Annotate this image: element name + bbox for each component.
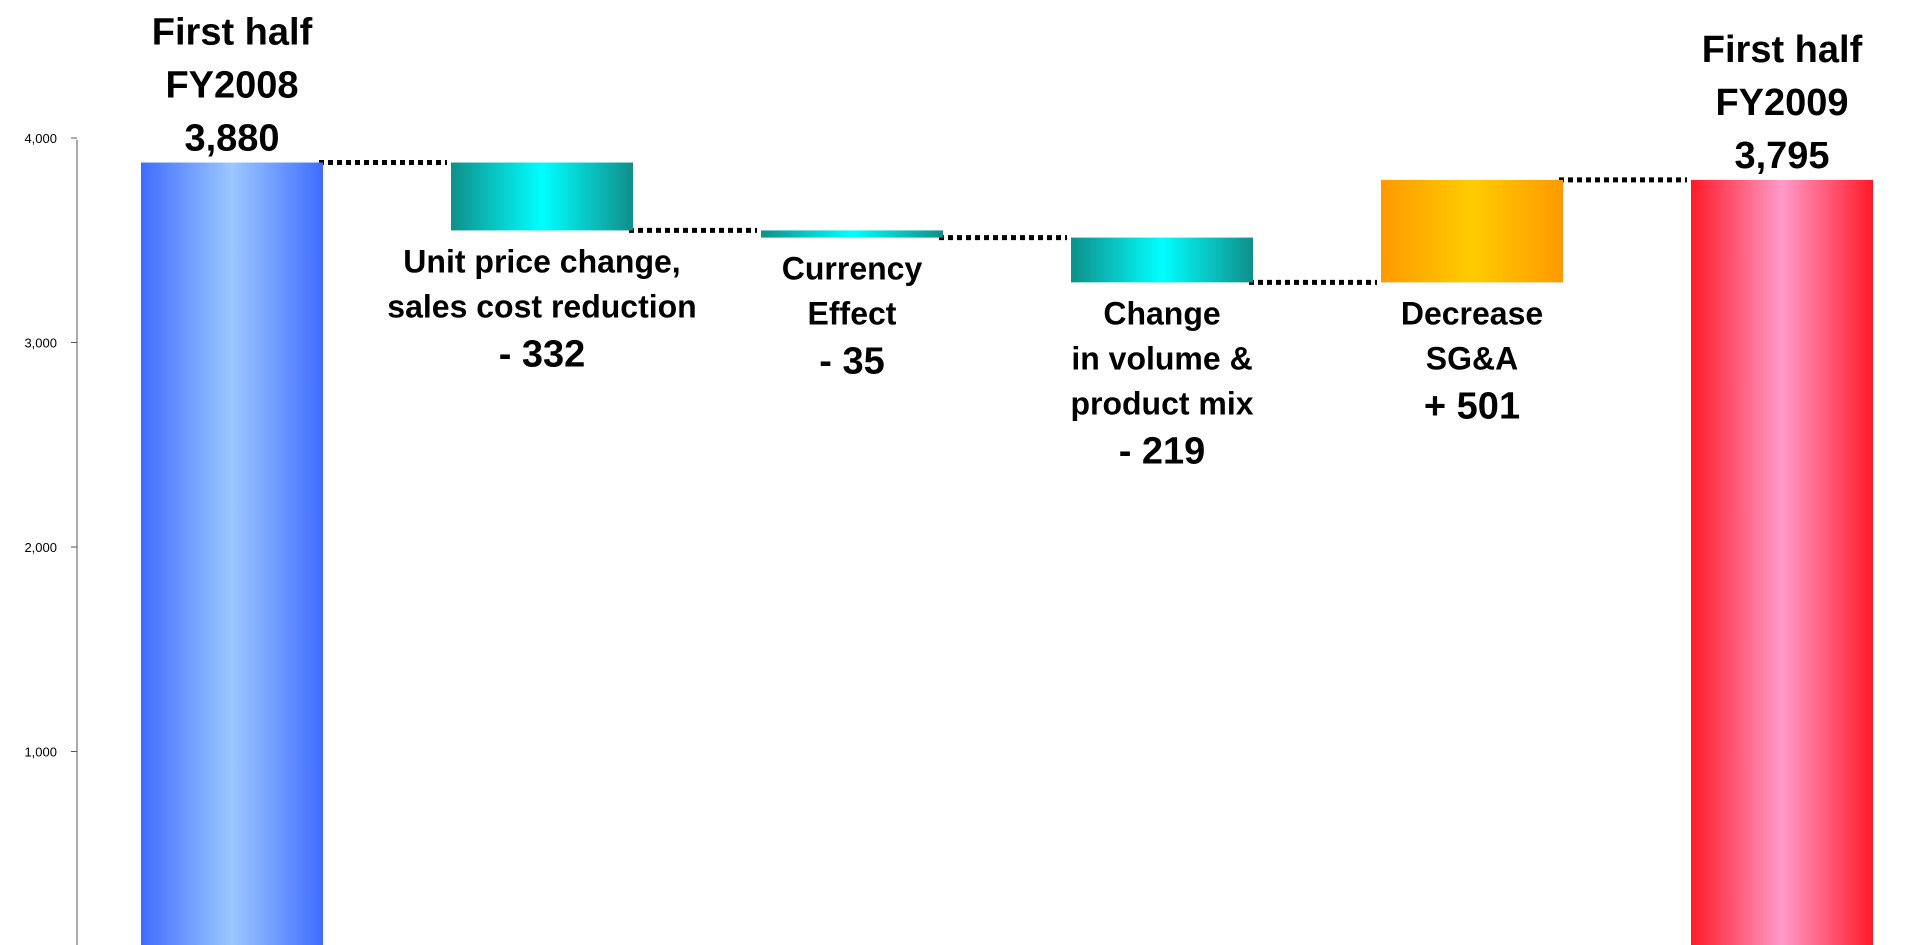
change-bar bbox=[451, 162, 633, 231]
total-bar bbox=[1691, 179, 1873, 945]
step-label-line: in volume & bbox=[1071, 340, 1252, 376]
change-bar bbox=[761, 230, 943, 238]
step-value: + 501 bbox=[1424, 385, 1520, 427]
y-tick-label: 2,000 bbox=[24, 540, 57, 555]
step-value: - 332 bbox=[499, 333, 586, 375]
step-connectors bbox=[319, 160, 1687, 285]
step-label-line: product mix bbox=[1070, 385, 1253, 421]
step-value: 3,795 bbox=[1734, 135, 1829, 177]
step-value: - 35 bbox=[819, 341, 884, 383]
step-label-line: Currency bbox=[782, 251, 923, 287]
total-label: First half FY2009 3,795 bbox=[1702, 29, 1863, 177]
change-bar bbox=[1071, 237, 1253, 283]
bars bbox=[141, 162, 1873, 945]
step-label-line: Decrease bbox=[1401, 295, 1543, 331]
change-label: Unit price change, sales cost reduction - … bbox=[387, 243, 696, 375]
change-label: Decrease SG&A + 501 bbox=[1401, 295, 1543, 427]
y-tick-label: 3,000 bbox=[24, 336, 57, 351]
step-label-line: sales cost reduction bbox=[387, 288, 696, 324]
y-axis-ticks: 1,000 2,000 3,000 4,000 bbox=[24, 131, 77, 760]
step-label-line: FY2009 bbox=[1715, 82, 1848, 124]
y-tick-label: 1,000 bbox=[24, 745, 57, 760]
bar-labels: First half FY2008 3,880 Unit price change, s… bbox=[152, 12, 1863, 473]
step-label-line: First half bbox=[1702, 29, 1863, 71]
step-label-line: Unit price change, bbox=[403, 243, 680, 279]
change-label: Change in volume & product mix - 219 bbox=[1070, 295, 1253, 472]
step-label-line: SG&A bbox=[1426, 340, 1518, 376]
change-bar bbox=[1381, 179, 1563, 283]
total-label: First half FY2008 3,880 bbox=[152, 12, 313, 160]
step-value: - 219 bbox=[1119, 430, 1206, 472]
step-label-line: Change bbox=[1103, 295, 1220, 331]
total-bar bbox=[141, 162, 323, 945]
step-label-line: FY2008 bbox=[165, 65, 298, 107]
step-label-line: Effect bbox=[808, 296, 897, 332]
change-label: Currency Effect - 35 bbox=[782, 251, 923, 383]
step-label-line: First half bbox=[152, 12, 313, 54]
y-tick-label: 4,000 bbox=[24, 131, 57, 146]
step-value: 3,880 bbox=[184, 118, 279, 160]
